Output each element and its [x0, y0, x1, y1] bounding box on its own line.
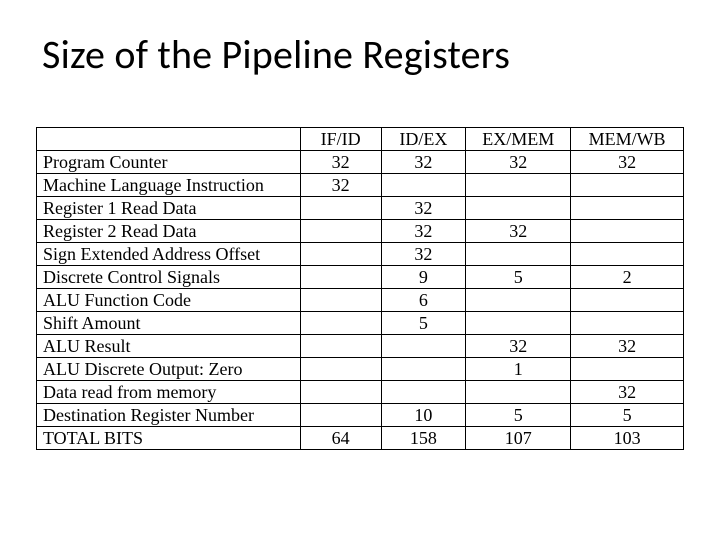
table-row: ALU Result 32 32	[37, 335, 684, 358]
cell	[571, 174, 684, 197]
row-label: Shift Amount	[37, 312, 301, 335]
cell	[466, 289, 571, 312]
cell	[466, 243, 571, 266]
cell: 107	[466, 427, 571, 450]
row-label: ALU Function Code	[37, 289, 301, 312]
col-header-idex: ID/EX	[381, 128, 466, 151]
row-label: Sign Extended Address Offset	[37, 243, 301, 266]
row-label: ALU Result	[37, 335, 301, 358]
cell	[300, 243, 381, 266]
col-header-ifid: IF/ID	[300, 128, 381, 151]
col-header-exmem: EX/MEM	[466, 128, 571, 151]
cell: 5	[381, 312, 466, 335]
table-header-row: IF/ID ID/EX EX/MEM MEM/WB	[37, 128, 684, 151]
cell	[571, 220, 684, 243]
table-row: Discrete Control Signals 9 5 2	[37, 266, 684, 289]
cell: 32	[466, 335, 571, 358]
cell: 32	[300, 174, 381, 197]
slide-title: Size of the Pipeline Registers	[42, 30, 684, 79]
row-label: Register 2 Read Data	[37, 220, 301, 243]
cell: 32	[381, 197, 466, 220]
cell	[381, 335, 466, 358]
cell: 2	[571, 266, 684, 289]
table-row: ALU Function Code 6	[37, 289, 684, 312]
cell	[300, 266, 381, 289]
cell	[300, 358, 381, 381]
cell: 32	[381, 243, 466, 266]
table-row: Data read from memory 32	[37, 381, 684, 404]
cell	[300, 404, 381, 427]
col-header-blank	[37, 128, 301, 151]
cell	[300, 335, 381, 358]
table-row: Register 1 Read Data 32	[37, 197, 684, 220]
cell: 5	[466, 266, 571, 289]
slide: Size of the Pipeline Registers IF/ID ID/…	[0, 0, 720, 540]
cell: 158	[381, 427, 466, 450]
cell	[300, 197, 381, 220]
cell	[381, 381, 466, 404]
cell: 10	[381, 404, 466, 427]
row-label: Data read from memory	[37, 381, 301, 404]
cell: 103	[571, 427, 684, 450]
table-row: Program Counter 32 32 32 32	[37, 151, 684, 174]
row-label: Machine Language Instruction	[37, 174, 301, 197]
cell: 32	[571, 335, 684, 358]
row-label: Program Counter	[37, 151, 301, 174]
cell: 64	[300, 427, 381, 450]
cell	[300, 289, 381, 312]
cell: 1	[466, 358, 571, 381]
cell	[466, 381, 571, 404]
cell: 5	[571, 404, 684, 427]
cell: 32	[571, 381, 684, 404]
cell	[300, 220, 381, 243]
table-row: ALU Discrete Output: Zero 1	[37, 358, 684, 381]
cell	[466, 174, 571, 197]
cell	[466, 197, 571, 220]
cell	[300, 312, 381, 335]
cell	[571, 312, 684, 335]
row-label: Discrete Control Signals	[37, 266, 301, 289]
pipeline-registers-table: IF/ID ID/EX EX/MEM MEM/WB Program Counte…	[36, 127, 684, 450]
table-row: Destination Register Number 10 5 5	[37, 404, 684, 427]
table-row: Machine Language Instruction 32	[37, 174, 684, 197]
table-row-total: TOTAL BITS 64 158 107 103	[37, 427, 684, 450]
cell	[571, 358, 684, 381]
row-label: TOTAL BITS	[37, 427, 301, 450]
cell: 32	[466, 151, 571, 174]
row-label: ALU Discrete Output: Zero	[37, 358, 301, 381]
cell: 32	[466, 220, 571, 243]
cell	[466, 312, 571, 335]
cell: 32	[381, 151, 466, 174]
cell	[381, 358, 466, 381]
cell	[381, 174, 466, 197]
cell: 5	[466, 404, 571, 427]
cell: 32	[571, 151, 684, 174]
cell: 6	[381, 289, 466, 312]
row-label: Destination Register Number	[37, 404, 301, 427]
cell	[571, 289, 684, 312]
cell	[571, 197, 684, 220]
table-row: Register 2 Read Data 32 32	[37, 220, 684, 243]
cell: 32	[381, 220, 466, 243]
cell	[571, 243, 684, 266]
col-header-memwb: MEM/WB	[571, 128, 684, 151]
cell: 9	[381, 266, 466, 289]
cell	[300, 381, 381, 404]
table-row: Shift Amount 5	[37, 312, 684, 335]
cell: 32	[300, 151, 381, 174]
table-row: Sign Extended Address Offset 32	[37, 243, 684, 266]
row-label: Register 1 Read Data	[37, 197, 301, 220]
